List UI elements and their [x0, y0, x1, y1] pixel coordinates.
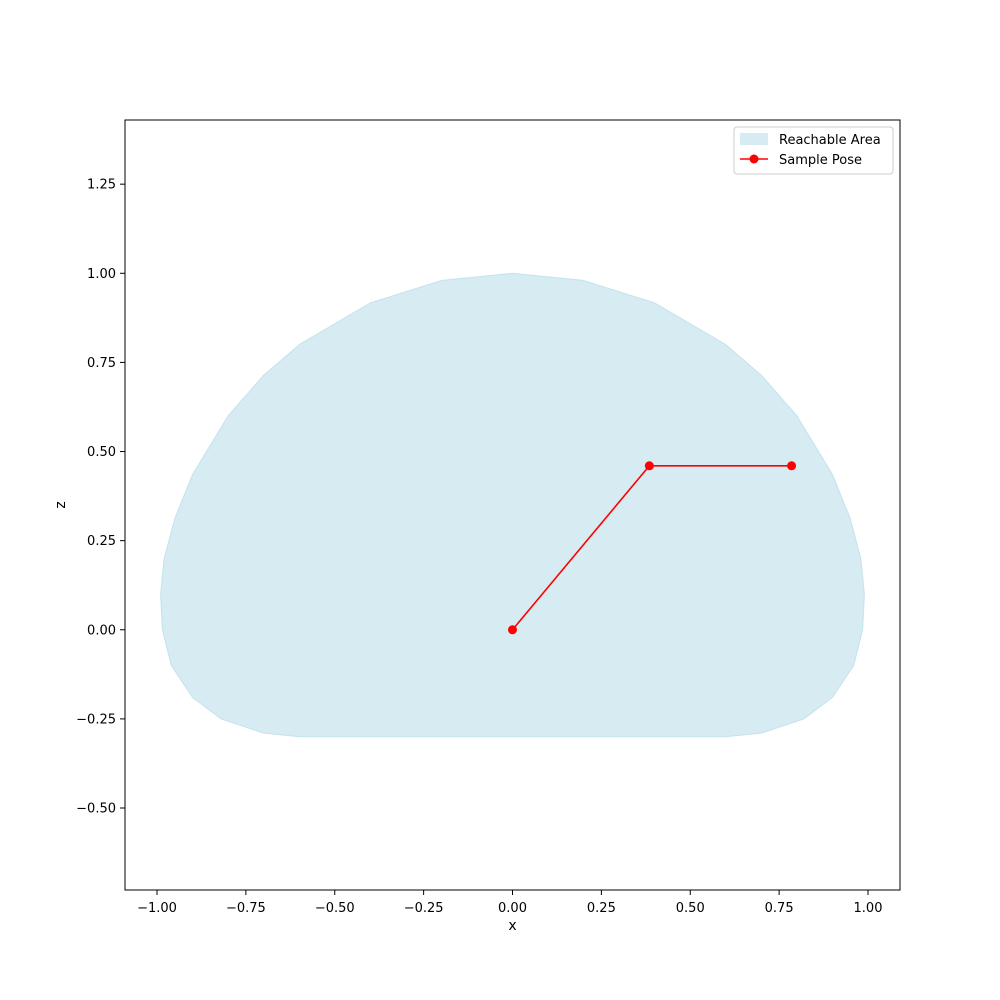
x-tick-label: 0.25	[587, 901, 616, 916]
y-tick-label: 0.00	[87, 623, 116, 638]
x-tick-label: −0.75	[226, 901, 266, 916]
legend-swatch-reachable-area	[740, 133, 768, 145]
reachable-area-layer	[160, 272, 865, 738]
legend: Reachable Area Sample Pose	[733, 126, 894, 175]
data-point-1	[508, 625, 517, 635]
y-axis-label: z	[53, 501, 69, 508]
x-tick-label: 0.00	[498, 901, 527, 916]
reachable-area	[160, 272, 865, 738]
y-tick-label: −0.25	[76, 712, 116, 727]
y-tick-label: 1.25	[87, 178, 116, 193]
y-axis: −0.50 −0.25 0.00 0.25 0.50 0.75 1.00 1.25	[76, 178, 125, 817]
x-tick-label: 0.50	[676, 901, 705, 916]
y-tick-label: −0.50	[76, 802, 116, 817]
x-axis: −1.00 −0.75 −0.50 −0.25 0.00 0.25 0.50 0.75 1.00	[137, 890, 882, 916]
legend-box	[733, 126, 894, 175]
x-axis-label: x	[508, 918, 516, 934]
data-point-3	[787, 461, 797, 471]
x-tick-label: 1.00	[854, 901, 883, 916]
legend-label-reachable-area: Reachable Area	[779, 133, 881, 148]
y-tick-label: 0.50	[87, 445, 116, 460]
x-tick-label: 0.75	[765, 901, 794, 916]
legend-swatch-sample-pose-marker	[749, 154, 759, 164]
x-tick-label: −0.50	[315, 901, 355, 916]
y-tick-label: 0.25	[87, 534, 116, 549]
x-tick-label: −1.00	[137, 901, 177, 916]
data-point-2	[644, 461, 654, 471]
x-tick-label: −0.25	[404, 901, 444, 916]
series-layer	[508, 461, 797, 635]
y-tick-label: 0.75	[87, 356, 116, 371]
y-tick-label: 1.00	[87, 267, 116, 282]
legend-label-sample-pose: Sample Pose	[779, 153, 862, 168]
